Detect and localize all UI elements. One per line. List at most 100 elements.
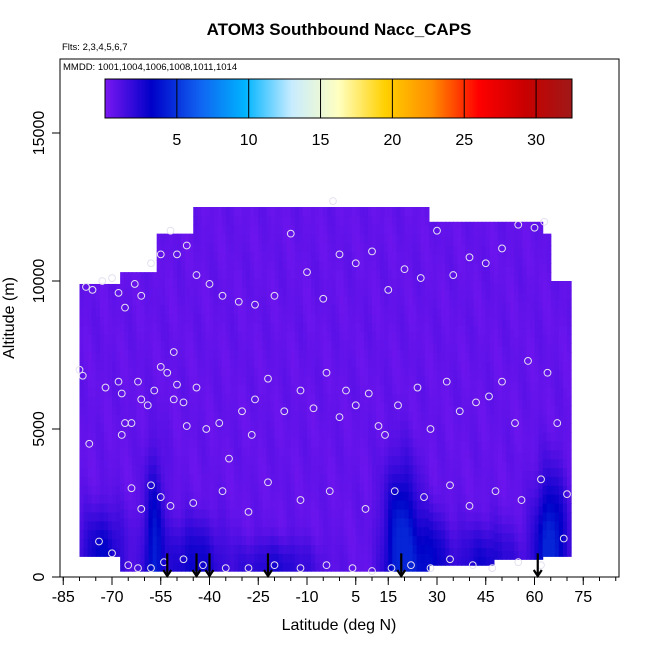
heatmap-cell bbox=[396, 402, 402, 412]
heatmap-cell bbox=[140, 286, 146, 297]
heatmap-cell bbox=[205, 251, 211, 261]
heatmap-cell bbox=[103, 378, 109, 389]
heatmap-cell bbox=[420, 313, 426, 324]
heatmap-cell bbox=[144, 393, 150, 403]
heatmap-cell bbox=[242, 340, 247, 350]
heatmap-cell bbox=[225, 482, 231, 492]
heatmap-cell bbox=[384, 553, 389, 563]
heatmap-cell bbox=[437, 414, 442, 424]
heatmap-cell bbox=[311, 224, 316, 235]
heatmap-cell bbox=[213, 508, 219, 519]
heatmap-cell bbox=[347, 464, 353, 474]
heatmap-cell bbox=[229, 375, 235, 386]
heatmap-cell bbox=[128, 304, 133, 315]
heatmap-cell bbox=[185, 446, 190, 457]
heatmap-cell bbox=[197, 366, 202, 377]
heatmap-cell bbox=[242, 242, 247, 252]
heatmap-cell bbox=[331, 295, 337, 306]
heatmap-cell bbox=[457, 538, 462, 548]
heatmap-cell bbox=[140, 553, 146, 563]
heatmap-cell bbox=[286, 304, 292, 315]
heatmap-cell bbox=[432, 414, 438, 424]
heatmap-cell bbox=[384, 224, 389, 235]
heatmap-cell bbox=[420, 331, 426, 341]
heatmap-cell bbox=[355, 464, 361, 474]
heatmap-cell bbox=[538, 292, 544, 303]
heatmap-cell bbox=[392, 269, 397, 279]
heatmap-cell bbox=[107, 316, 113, 326]
heatmap-cell bbox=[185, 429, 190, 439]
heatmap-cell bbox=[148, 535, 154, 546]
heatmap-cell bbox=[120, 366, 125, 377]
heatmap-cell bbox=[242, 482, 247, 492]
heatmap-cell bbox=[209, 544, 215, 554]
heatmap-cell bbox=[453, 414, 458, 424]
heatmap-cell bbox=[262, 304, 267, 315]
heatmap-cell bbox=[181, 517, 186, 528]
heatmap-cell bbox=[347, 517, 353, 528]
heatmap-cell bbox=[420, 269, 426, 279]
heatmap-cell bbox=[367, 526, 373, 537]
heatmap-cell bbox=[428, 485, 434, 495]
heatmap-cell bbox=[107, 396, 113, 406]
heatmap-cell bbox=[250, 455, 255, 466]
heatmap-cell bbox=[335, 340, 341, 350]
heatmap-cell bbox=[250, 251, 255, 261]
heatmap-cell bbox=[404, 242, 410, 252]
heatmap-cell bbox=[302, 375, 308, 386]
heatmap-cell bbox=[392, 553, 397, 563]
heatmap-cell bbox=[156, 437, 162, 448]
heatmap-cell bbox=[522, 328, 527, 338]
heatmap-cell bbox=[388, 402, 393, 412]
heatmap-cell bbox=[367, 322, 373, 332]
heatmap-cell bbox=[481, 298, 487, 309]
heatmap-cell bbox=[307, 260, 312, 270]
heatmap-cell bbox=[428, 298, 434, 309]
heatmap-cell bbox=[177, 411, 182, 421]
heatmap-cell bbox=[144, 553, 150, 563]
heatmap-cell bbox=[209, 535, 215, 546]
heatmap-cell bbox=[554, 538, 560, 548]
heatmap-cell bbox=[221, 491, 227, 501]
heatmap-cell bbox=[489, 369, 495, 380]
heatmap-cell bbox=[481, 263, 487, 273]
heatmap-cell bbox=[99, 511, 105, 522]
heatmap-cell bbox=[319, 420, 324, 430]
heatmap-cell bbox=[518, 461, 523, 472]
heatmap-cell bbox=[347, 384, 353, 395]
heatmap-cell bbox=[79, 440, 85, 451]
heatmap-cell bbox=[168, 473, 174, 483]
heatmap-cell bbox=[542, 316, 548, 326]
heatmap-cell bbox=[518, 541, 523, 551]
heatmap-cell bbox=[266, 411, 272, 421]
heatmap-cell bbox=[286, 446, 292, 457]
heatmap-cell bbox=[221, 375, 227, 386]
sample-point bbox=[98, 277, 107, 285]
heatmap-cell bbox=[323, 455, 328, 466]
heatmap-cell bbox=[221, 562, 227, 572]
heatmap-cell bbox=[274, 455, 280, 466]
heatmap-cell bbox=[335, 322, 341, 332]
heatmap-cell bbox=[437, 245, 442, 255]
heatmap-cell bbox=[412, 500, 418, 510]
heatmap-cell bbox=[347, 535, 353, 546]
heatmap-cell bbox=[497, 346, 503, 356]
heatmap-cell bbox=[270, 482, 276, 492]
heatmap-cell bbox=[164, 242, 170, 252]
heatmap-cell bbox=[250, 207, 255, 217]
heatmap-cell bbox=[327, 304, 332, 315]
heatmap-cell bbox=[416, 340, 422, 350]
heatmap-cell bbox=[282, 375, 288, 386]
heatmap-cell bbox=[363, 207, 369, 217]
heatmap-cell bbox=[254, 207, 259, 217]
heatmap-cell bbox=[250, 508, 255, 519]
heatmap-cell bbox=[286, 322, 292, 332]
heatmap-cell bbox=[242, 402, 247, 412]
heatmap-cell bbox=[376, 402, 381, 412]
heatmap-cell bbox=[193, 544, 198, 554]
heatmap-cell bbox=[213, 562, 219, 572]
sample-point bbox=[400, 265, 409, 274]
sample-point bbox=[179, 555, 188, 564]
heatmap-cell bbox=[424, 535, 430, 546]
heatmap-cell bbox=[164, 508, 170, 519]
